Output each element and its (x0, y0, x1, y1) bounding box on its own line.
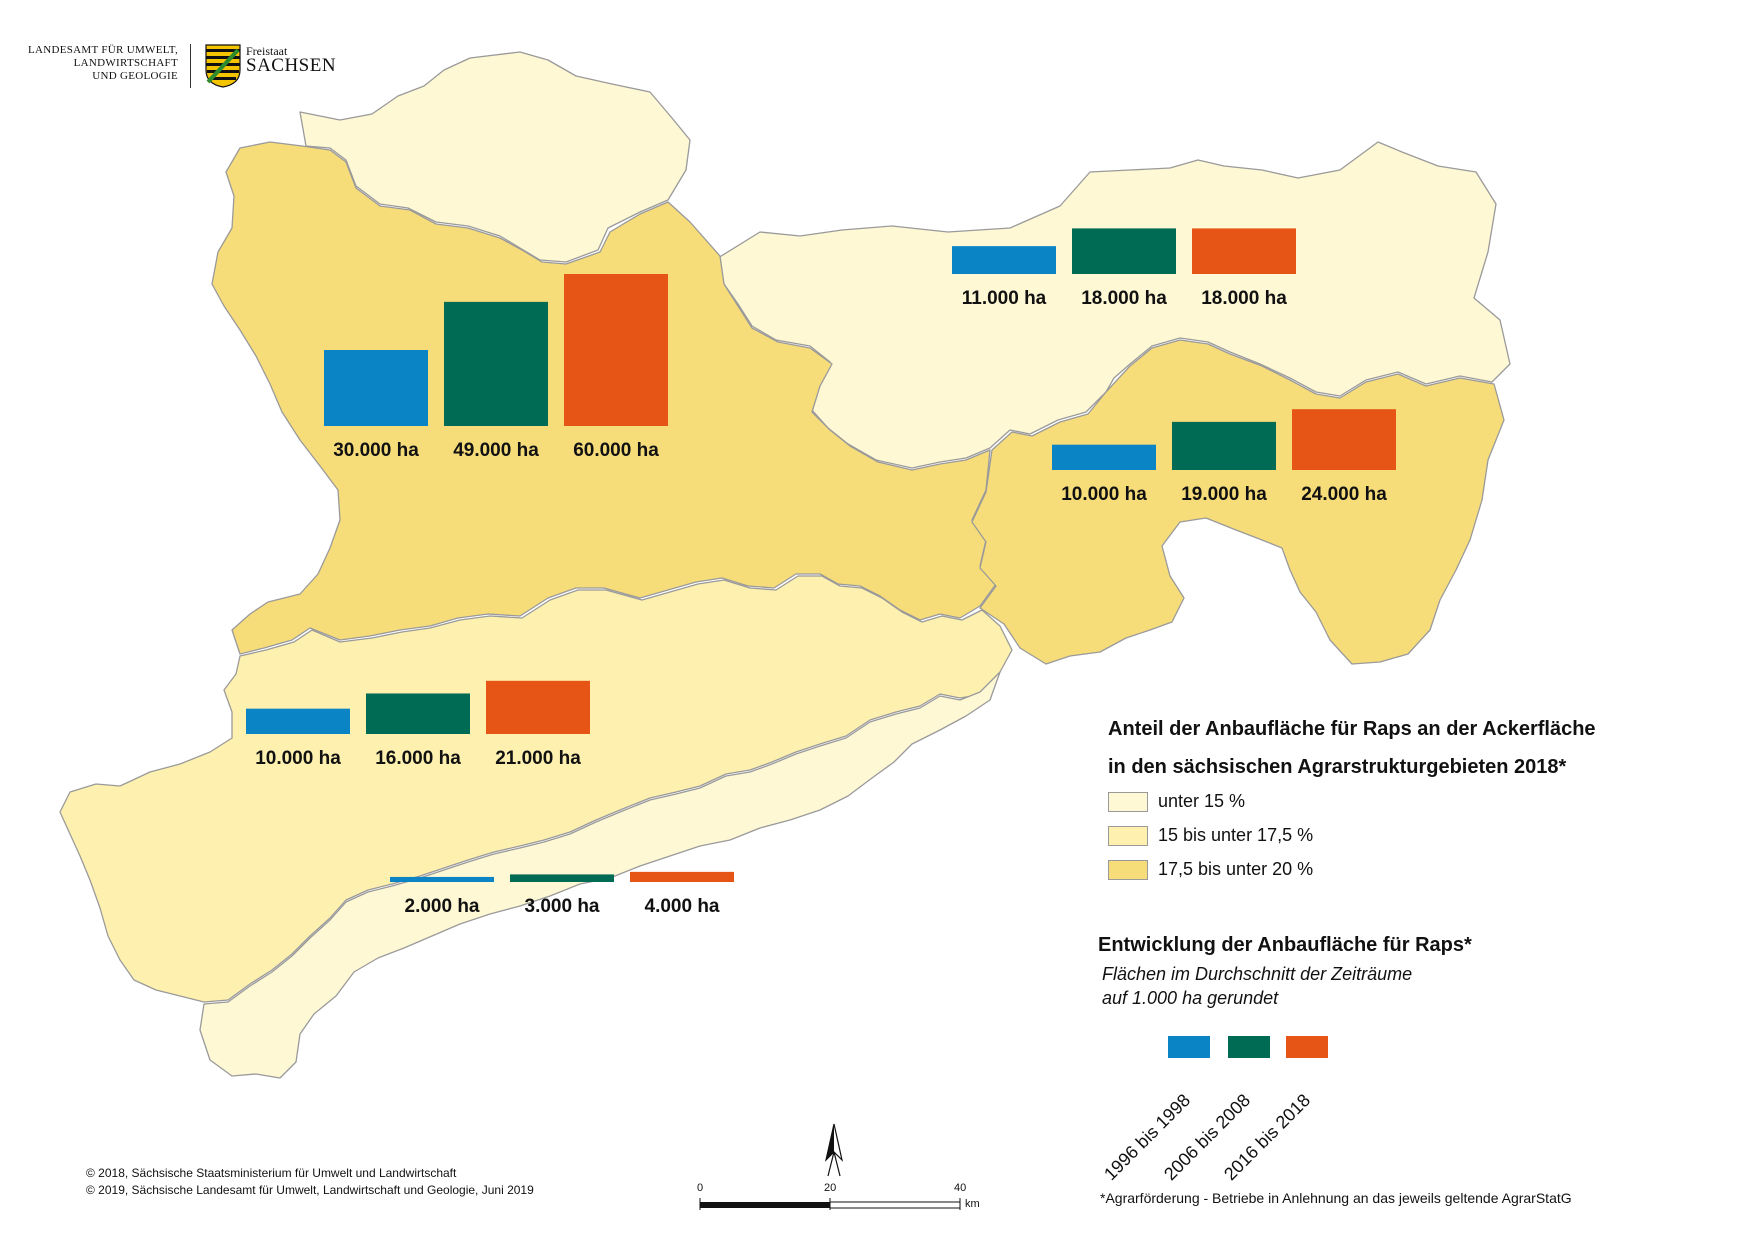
bar-label-ost-2: 19.000 ha (1181, 484, 1267, 505)
state-name: SACHSEN (246, 55, 337, 76)
bar-ost-2 (1172, 421, 1276, 470)
bar-label-südwest-3: 21.000 ha (495, 748, 581, 769)
bar-label-ost-3: 24.000 ha (1301, 484, 1387, 505)
legend-label-high: 17,5 bis unter 20 % (1158, 859, 1314, 879)
footnote: *Agrarförderung - Betriebe in Anlehnung … (1100, 1190, 1572, 1206)
scale-unit: km (965, 1198, 980, 1210)
bar-südwest-1 (246, 708, 350, 734)
bar-nordwest-3 (564, 274, 668, 426)
bar-label-südwest-1: 10.000 ha (255, 748, 341, 769)
bar-nordost-2 (1072, 228, 1176, 274)
bar-nordost-1 (952, 246, 1056, 274)
bar-nordwest-1 (324, 350, 428, 426)
north-arrow-icon (824, 1123, 844, 1177)
bar-label-nordost-2: 18.000 ha (1081, 288, 1167, 309)
state-name-small: Freistaat (246, 44, 288, 58)
bar-label-nordwest-2: 49.000 ha (453, 440, 539, 461)
legend-label-mid: 15 bis unter 17,5 % (1158, 825, 1314, 845)
legend-label-low: unter 15 % (1158, 791, 1246, 811)
region-north (299, 51, 691, 263)
saxony-crest-icon (205, 44, 241, 88)
period-swatch-3 (1286, 1036, 1328, 1058)
bar-label-nordwest-1: 30.000 ha (333, 440, 419, 461)
bar-label-süd-2: 3.000 ha (525, 896, 600, 917)
bar-label-nordost-1: 11.000 ha (962, 288, 1047, 309)
agency-line-2: LANDWIRTSCHAFT (73, 57, 178, 69)
bar-ost-3 (1292, 409, 1396, 470)
period-swatch-1 (1168, 1036, 1210, 1058)
bar-label-nordost-3: 18.000 ha (1201, 288, 1287, 309)
copyright-line-1: © 2018, Sächsische Staatsministerium für… (86, 1166, 457, 1180)
development-subtitle-line-1: Flächen im Durchschnitt der Zeiträume (1102, 964, 1413, 984)
bar-label-nordwest-3: 60.000 ha (573, 440, 659, 461)
agency-name: LANDESAMT FÜR UMWELT, LANDWIRTSCHAFT UND… (18, 44, 178, 83)
scale-tick-20: 20 (824, 1182, 837, 1194)
bar-süd-3 (630, 871, 734, 882)
development-subtitle-line-2: auf 1.000 ha gerundet (1102, 988, 1279, 1008)
region-southwest (59, 575, 1013, 1003)
bar-süd-1 (390, 876, 494, 882)
legend-swatch-low (1108, 792, 1148, 812)
period-swatch-2 (1228, 1036, 1270, 1058)
bar-nordwest-2 (444, 301, 548, 426)
bar-label-süd-1: 2.000 ha (405, 896, 480, 917)
scale-tick-40: 40 (954, 1182, 967, 1194)
copyright-line-2: © 2019, Sächsische Landesamt für Umwelt,… (86, 1183, 534, 1197)
bar-nordost-3 (1192, 228, 1296, 274)
legend-swatch-high (1108, 860, 1148, 880)
bar-label-südwest-2: 16.000 ha (375, 748, 461, 769)
bar-label-ost-1: 10.000 ha (1061, 484, 1147, 505)
bar-label-süd-3: 4.000 ha (645, 896, 720, 917)
bar-ost-1 (1052, 444, 1156, 470)
legend-title-line-1: Anteil der Anbaufläche für Raps an der A… (1108, 718, 1596, 740)
legend-title-line-2: in den sächsischen Agrarstrukturgebieten… (1108, 756, 1567, 778)
bar-südwest-2 (366, 693, 470, 734)
bar-groups: 30.000 ha 49.000 ha 60.000 ha 11.000 ha 18.0… (246, 228, 1396, 917)
bar-süd-2 (510, 874, 614, 882)
bar-südwest-3 (486, 680, 590, 734)
agency-line-1: LANDESAMT FÜR UMWELT, (27, 44, 178, 56)
agency-line-3: UND GEOLOGIE (92, 70, 178, 82)
scale-bar (699, 1198, 961, 1210)
scale-tick-0: 0 (697, 1182, 704, 1194)
development-title: Entwicklung der Anbaufläche für Raps* (1098, 934, 1472, 956)
legend-swatch-mid (1108, 826, 1148, 846)
logo-separator (190, 44, 191, 88)
